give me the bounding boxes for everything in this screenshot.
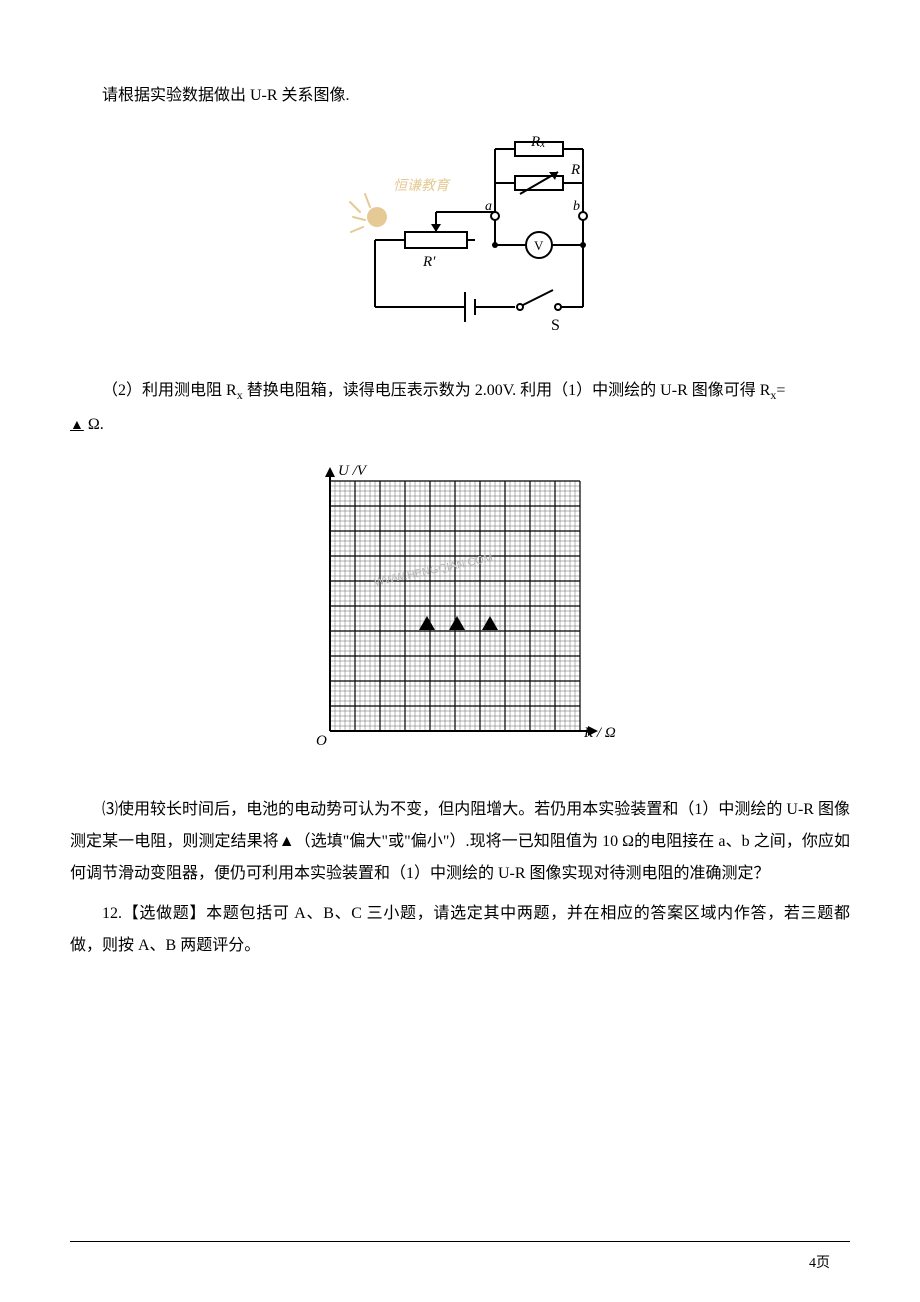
grid-chart-figure: U /V R / Ω O: [70, 461, 850, 766]
data-triangle-markers: [419, 616, 498, 630]
label-v: V: [534, 238, 544, 253]
label-b: b: [573, 199, 580, 214]
answer-blank-triangle: ▲: [70, 412, 84, 440]
instruction-text: 请根据实验数据做出 U-R 关系图像.: [70, 80, 850, 112]
chart-watermark: WWW.HENGQIAN.COM: [373, 552, 494, 589]
x-axis-label: R / Ω: [583, 725, 616, 741]
label-s: S: [551, 317, 560, 334]
watermark-text: 恒谦教育: [393, 178, 451, 194]
question-12-text: 12.【选做题】本题包括可 A、B、C 三小题，请选定其中两题，并在相应的答案区…: [70, 898, 850, 962]
circuit-figure: 恒谦教育: [70, 132, 850, 347]
question-2-text: （2）利用测电阻 Rx 替换电阻箱，读得电压表示数为 2.00V. 利用（1）中…: [70, 375, 850, 407]
label-r: R: [570, 162, 580, 178]
page-number: 4页: [809, 1252, 830, 1272]
label-a: a: [485, 199, 492, 214]
y-axis-label: U /V: [338, 463, 368, 479]
label-rx: Rx: [530, 134, 545, 151]
label-rprime: R′: [422, 254, 436, 270]
origin-label: O: [316, 733, 327, 749]
question-3-text: ⑶使用较长时间后，电池的电动势可认为不变，但内阻增大。若仍用本实验装置和（1）中…: [70, 794, 850, 890]
footer-divider: [70, 1241, 850, 1242]
question-2-blank-line: ▲ Ω.: [70, 409, 850, 441]
